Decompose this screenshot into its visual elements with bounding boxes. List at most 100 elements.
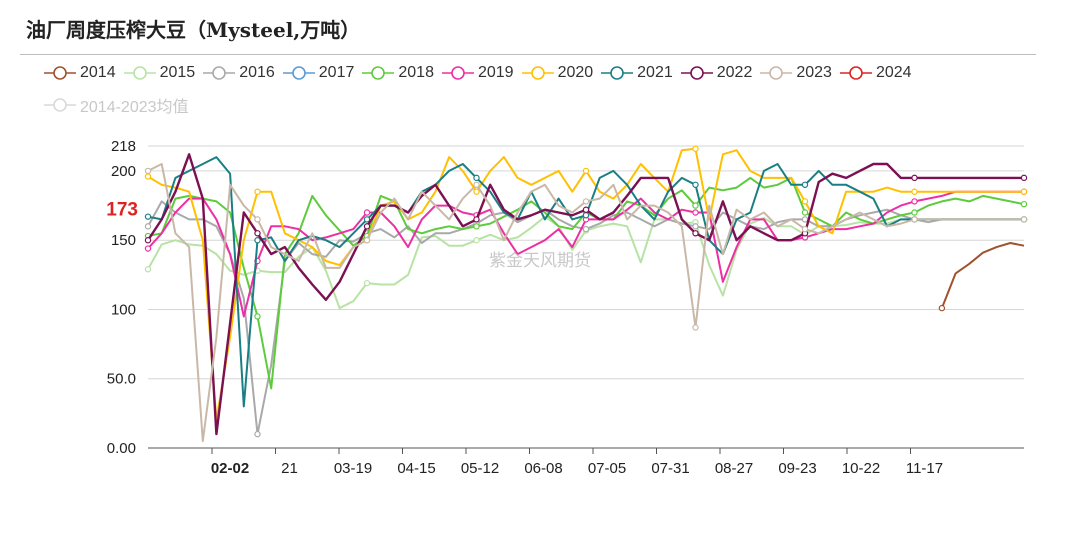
- data-point: [363, 237, 371, 244]
- watermark-text: 紫金天风期货: [489, 251, 591, 271]
- legend: 2014 2015 2016 2017 2018 2019 2020 2021 2022 2023…: [44, 62, 1054, 126]
- legend-item[interactable]: 2023: [760, 62, 832, 84]
- data-point: [582, 225, 590, 233]
- y-tick-label: 50.0: [107, 371, 136, 388]
- legend-label: 2015: [159, 64, 196, 81]
- legend-marker: [282, 66, 315, 80]
- legend-marker: [44, 98, 76, 112]
- legend-marker: [760, 66, 793, 80]
- legend-label: 2024: [875, 64, 912, 81]
- data-point: [911, 216, 918, 223]
- legend-label: 2016: [239, 64, 275, 81]
- data-point: [911, 209, 918, 216]
- legend-item[interactable]: 2018: [362, 62, 434, 84]
- data-point: [1020, 174, 1028, 182]
- legend-label: 2019: [477, 64, 514, 81]
- series-line-2021: [147, 156, 1024, 408]
- data-point: [801, 181, 809, 188]
- data-point: [938, 304, 946, 312]
- data-point: [582, 198, 590, 205]
- data-point: [582, 167, 590, 175]
- data-point: [801, 198, 809, 205]
- legend-item[interactable]: 2017: [282, 62, 355, 84]
- data-point: [911, 174, 918, 182]
- legend-label: 2020: [557, 64, 594, 81]
- title-divider: [20, 54, 1036, 55]
- legend-marker: [601, 66, 634, 80]
- x-tick-label: 02-02: [211, 460, 249, 477]
- data-point: [692, 230, 699, 237]
- data-point: [692, 324, 699, 331]
- data-point: [144, 245, 152, 252]
- legend-label: 2014-2023均值: [80, 99, 189, 116]
- legend-label: 2023: [796, 64, 832, 81]
- data-point: [801, 225, 809, 233]
- data-point: [473, 223, 480, 230]
- data-point: [801, 216, 809, 223]
- y-tick-label: 100: [111, 301, 136, 318]
- legend-item[interactable]: 2014-2023均值: [44, 94, 189, 116]
- x-tick-label: 07-31: [651, 460, 689, 477]
- legend-label: 2022: [716, 64, 753, 81]
- legend-marker: [441, 66, 474, 80]
- legend-marker: [123, 66, 156, 80]
- data-point: [254, 216, 261, 223]
- x-tick-label: 05-12: [461, 460, 499, 477]
- legend-item[interactable]: 2022: [680, 62, 753, 84]
- x-tick-label: 03-19: [334, 460, 372, 477]
- legend-marker: [521, 66, 554, 80]
- data-point: [144, 237, 152, 244]
- data-point: [473, 216, 480, 223]
- data-point: [582, 212, 590, 219]
- highlight-y-label: 173: [106, 199, 138, 220]
- legend-item[interactable]: 2019: [441, 62, 514, 84]
- data-point: [144, 167, 152, 175]
- legend-marker: [680, 66, 713, 80]
- data-point: [1020, 188, 1028, 195]
- y-tick-label: 200: [111, 163, 136, 180]
- data-point: [144, 173, 152, 180]
- data-point: [254, 237, 261, 244]
- legend-item[interactable]: 2020: [521, 62, 594, 84]
- data-point: [144, 223, 152, 230]
- data-point: [582, 206, 590, 213]
- y-tick-label: 150: [111, 232, 136, 249]
- data-point: [363, 279, 371, 287]
- x-tick-label: 11-17: [906, 460, 943, 477]
- legend-item[interactable]: 2014: [44, 62, 116, 84]
- legend-label: 2021: [637, 64, 673, 81]
- data-point: [1020, 216, 1028, 223]
- legend-marker: [839, 66, 872, 80]
- series-lines: [144, 145, 1028, 443]
- legend-item[interactable]: 2024: [839, 62, 912, 84]
- data-point: [363, 209, 371, 216]
- data-point: [911, 188, 918, 195]
- legend-marker: [362, 66, 395, 80]
- data-point: [254, 313, 261, 320]
- legend-label: 2017: [318, 64, 355, 81]
- series-line-2014: [940, 242, 1025, 309]
- series-line-2022: [146, 153, 1024, 436]
- data-point: [692, 223, 699, 230]
- data-point: [692, 209, 699, 216]
- chart-title: 油厂周度压榨大豆（Mysteel,万吨）: [26, 18, 361, 42]
- x-tick-label: 07-05: [588, 460, 626, 477]
- series-line-2020: [147, 147, 1024, 422]
- data-point: [363, 216, 371, 223]
- data-point: [473, 237, 480, 244]
- data-point: [692, 181, 699, 188]
- legend-label: 2014: [80, 64, 116, 81]
- y-tick-label: 0.00: [107, 440, 136, 457]
- data-point: [363, 223, 371, 230]
- x-tick-label: 10-22: [842, 460, 880, 477]
- data-point: [473, 188, 480, 195]
- legend-item[interactable]: 2015: [123, 62, 196, 84]
- legend-item[interactable]: 2016: [203, 62, 275, 84]
- legend-marker: [203, 66, 236, 80]
- data-point: [254, 430, 261, 438]
- data-point: [144, 213, 152, 220]
- data-point: [911, 198, 918, 205]
- data-point: [1020, 200, 1028, 208]
- legend-item[interactable]: 2021: [601, 62, 673, 84]
